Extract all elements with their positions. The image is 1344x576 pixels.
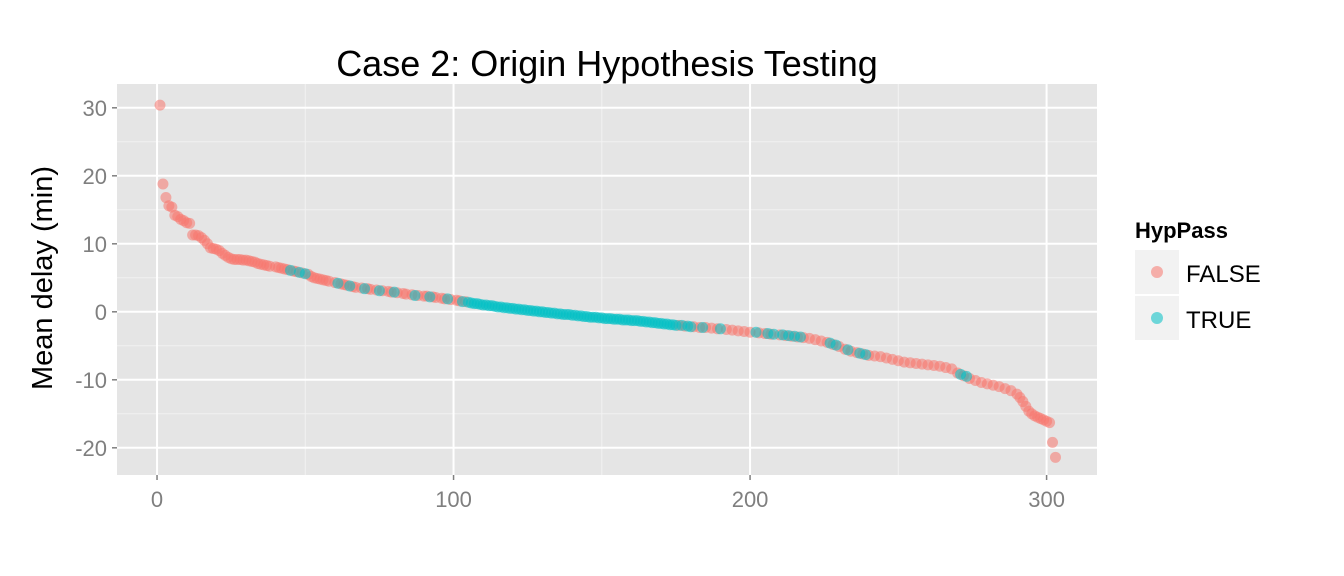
x-tick-label: 0	[151, 487, 163, 512]
y-tick-label: 0	[95, 300, 107, 325]
y-axis-ticks: -20 -10 0 10 20 30	[75, 96, 117, 461]
data-point-true	[961, 370, 973, 382]
data-point-true	[424, 291, 436, 303]
x-tick-label: 200	[732, 487, 769, 512]
legend-label-false: FALSE	[1186, 261, 1261, 288]
chart-title: Case 2: Origin Hypothesis Testing	[336, 43, 878, 84]
legend-title: HypPass	[1135, 218, 1228, 243]
data-point-true	[284, 264, 296, 276]
x-tick-label: 100	[435, 487, 472, 512]
legend-item-true: TRUE	[1135, 296, 1251, 340]
y-tick-label: -10	[75, 368, 107, 393]
data-point-false	[154, 99, 166, 111]
data-point-true	[714, 323, 726, 335]
data-point-true	[359, 283, 371, 295]
data-point-true	[373, 285, 385, 297]
legend-item-false: FALSE	[1135, 250, 1261, 294]
y-tick-label: 30	[83, 96, 107, 121]
data-point-true	[768, 328, 780, 340]
data-point-true	[750, 326, 762, 338]
x-tick-label: 300	[1028, 487, 1065, 512]
y-axis-label: Mean delay (min)	[27, 166, 59, 390]
data-point-true	[830, 339, 842, 351]
data-point-true	[842, 344, 854, 356]
legend-point-false	[1151, 266, 1163, 278]
y-tick-label: 10	[83, 232, 107, 257]
legend-label-true: TRUE	[1186, 307, 1251, 334]
data-point-true	[388, 286, 400, 298]
legend-point-true	[1151, 312, 1163, 324]
data-point-true	[344, 280, 356, 292]
x-axis-ticks: 0 100 200 300	[151, 475, 1065, 512]
y-tick-label: 20	[83, 164, 107, 189]
data-point-true	[685, 321, 697, 333]
data-point-true	[442, 293, 454, 305]
data-point-true	[299, 268, 311, 280]
legend: HypPass FALSE TRUE	[1135, 218, 1261, 340]
data-point-false	[184, 217, 196, 229]
data-point-false	[1044, 417, 1056, 429]
data-point-true	[332, 277, 344, 289]
data-point-false	[157, 178, 169, 190]
minor-gridlines	[117, 84, 1097, 475]
data-point-true	[697, 321, 709, 333]
data-point-true	[794, 331, 806, 343]
data-point-false	[1047, 436, 1059, 448]
data-points	[154, 99, 1061, 463]
data-point-false	[1049, 451, 1061, 463]
plot-panel	[117, 84, 1097, 475]
major-gridlines	[117, 84, 1097, 475]
y-tick-label: -20	[75, 436, 107, 461]
data-point-true	[860, 349, 872, 361]
data-point-true	[409, 289, 421, 301]
